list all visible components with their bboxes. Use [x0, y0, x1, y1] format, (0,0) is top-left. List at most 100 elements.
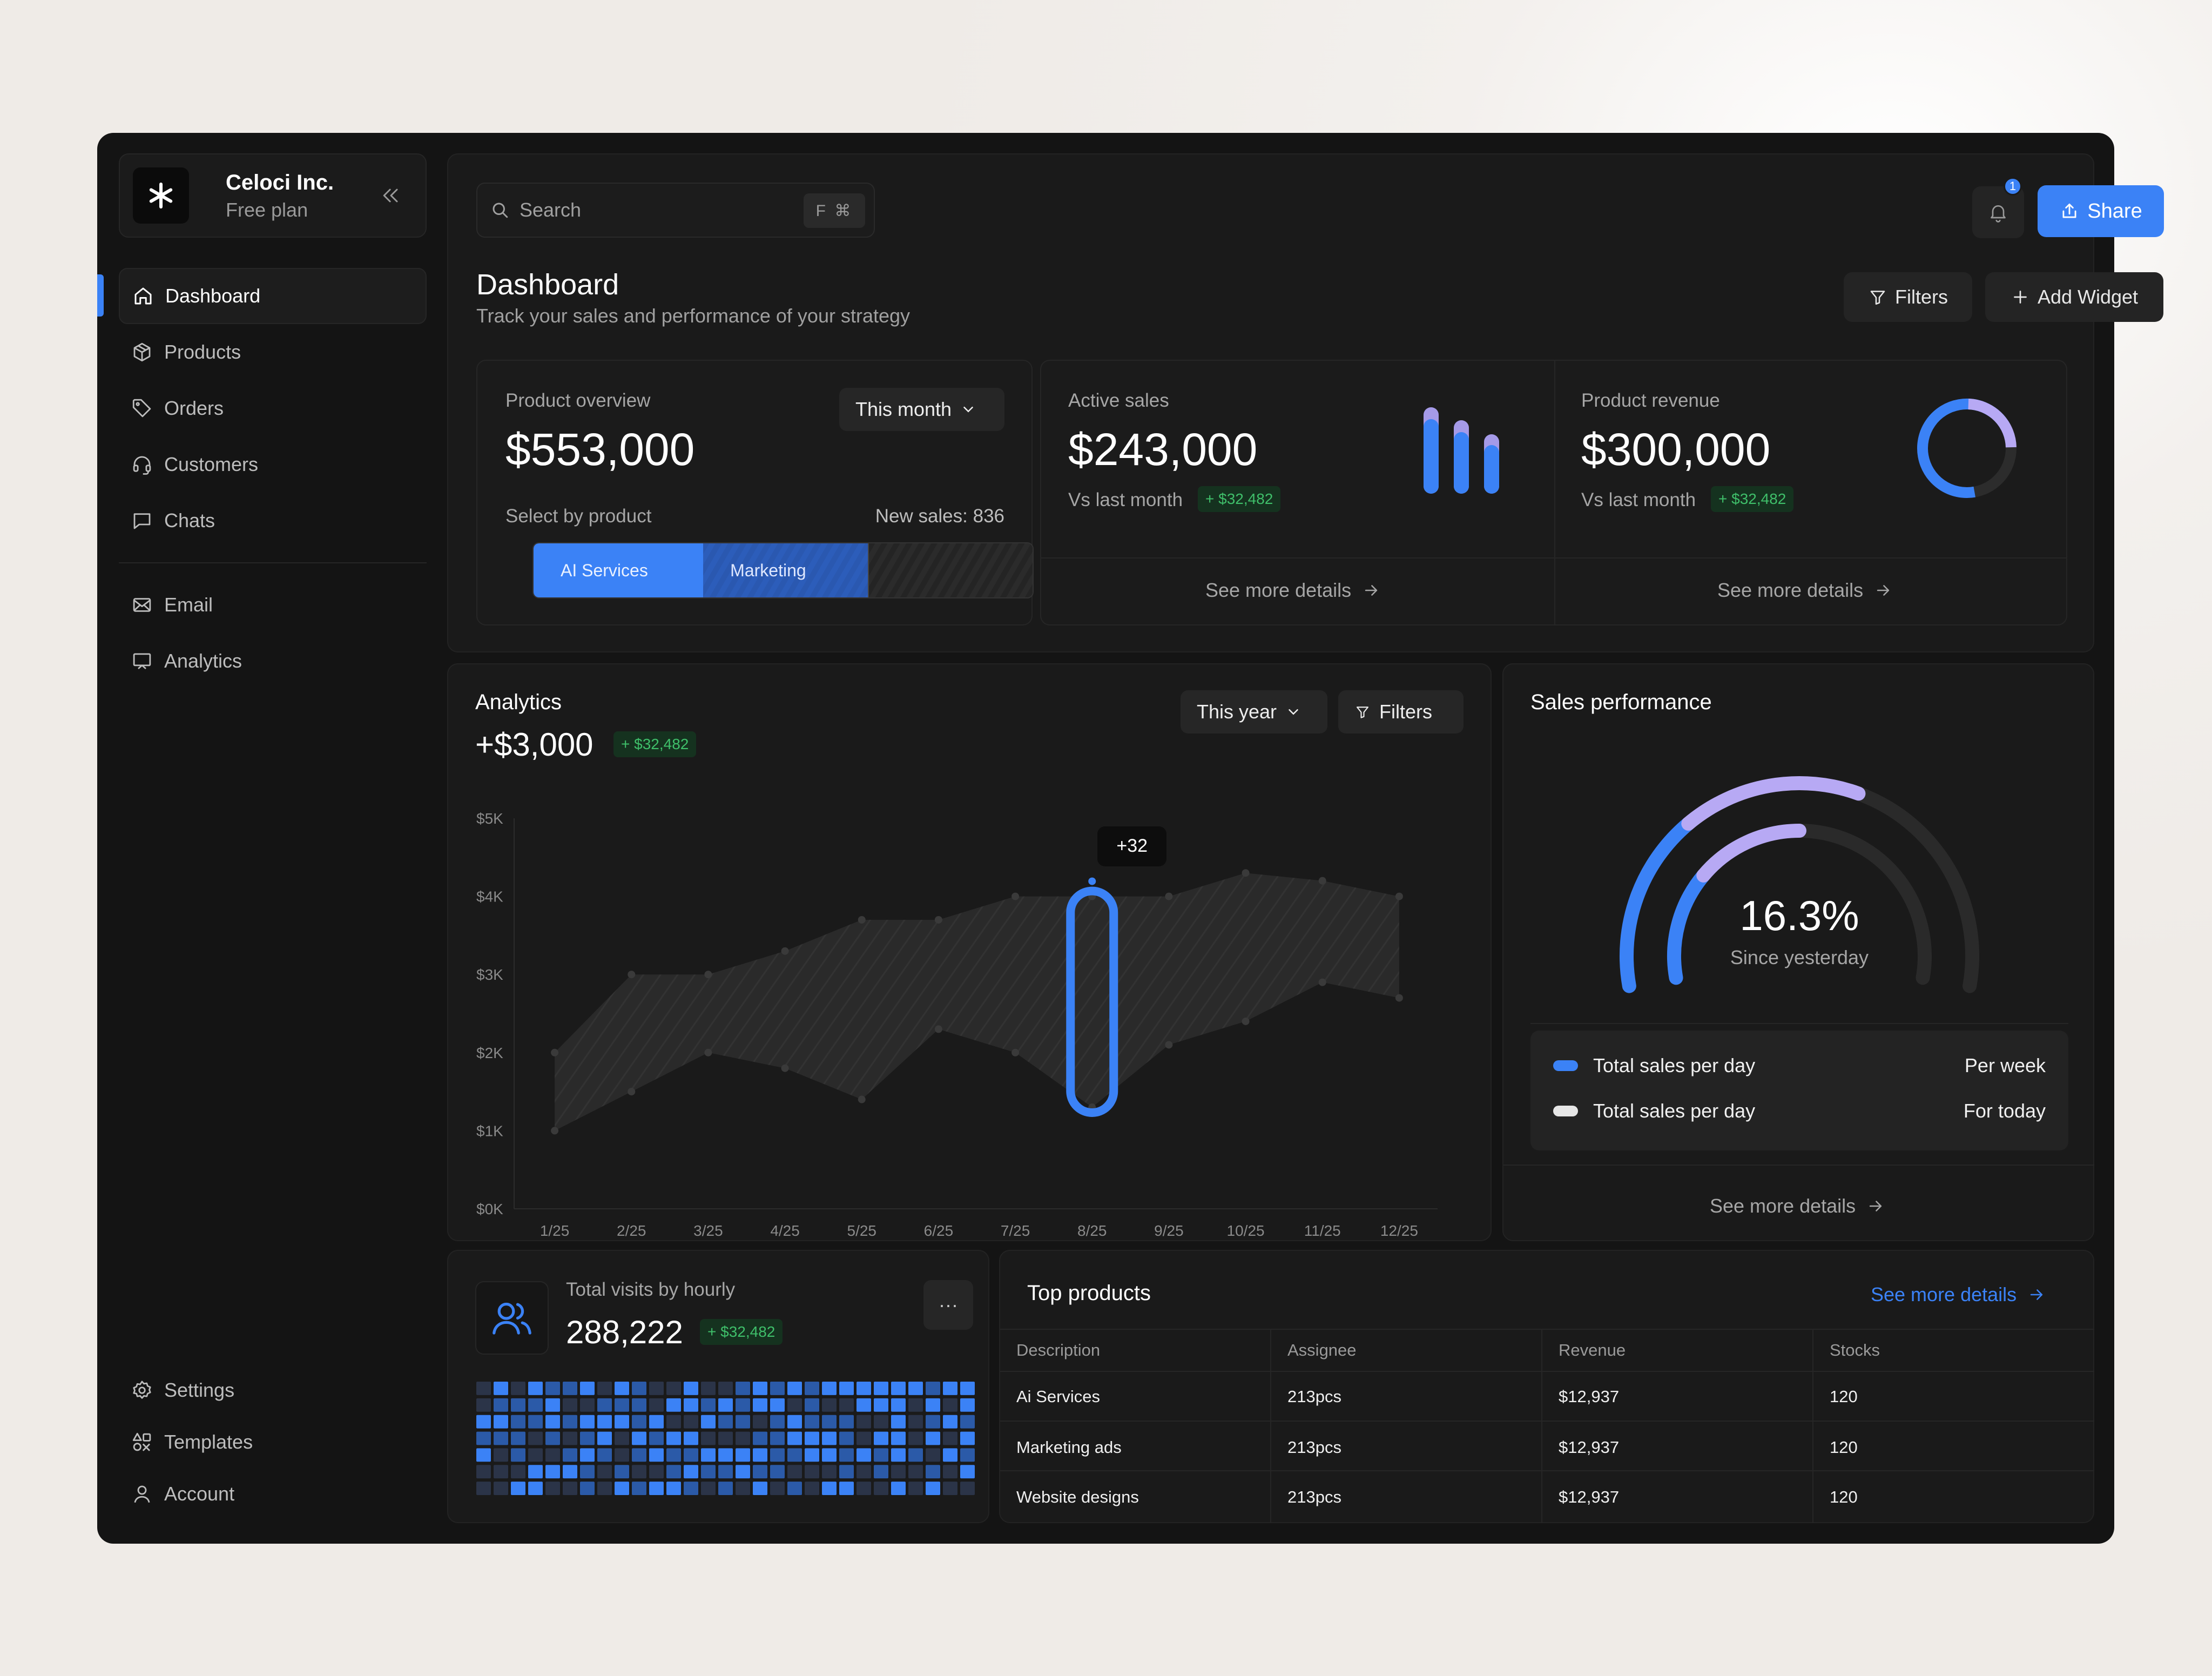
active-sales-label: Active sales	[1068, 390, 1169, 411]
heatmap-cell	[718, 1398, 733, 1412]
heatmap-cell	[494, 1382, 508, 1395]
heatmap-cell	[649, 1415, 664, 1429]
active-nav-indicator	[97, 274, 104, 317]
cell-revenue: $12,937	[1559, 1487, 1620, 1506]
user-icon	[134, 1485, 150, 1503]
heatmap-cell	[666, 1415, 681, 1429]
column-header-assignee: Assignee	[1287, 1341, 1357, 1359]
heatmap-cell	[822, 1448, 837, 1462]
heatmap-cell	[753, 1415, 767, 1429]
analytics-filters-button[interactable]: Filters	[1338, 690, 1464, 733]
heatmap-cell	[943, 1398, 957, 1412]
cell-stocks: 120	[1830, 1438, 1858, 1457]
add-widget-button[interactable]: Add Widget	[1985, 272, 2163, 322]
heatmap-cell	[736, 1465, 750, 1479]
performance-see-more[interactable]: See more details	[1710, 1195, 1885, 1217]
period-dropdown[interactable]: This month	[839, 388, 1004, 431]
org-switcher[interactable]: Celoci Inc. Free plan	[119, 153, 427, 238]
sidebar-item-dashboard[interactable]: Dashboard	[119, 268, 427, 324]
box-icon	[133, 342, 151, 362]
heatmap-cell	[476, 1382, 491, 1395]
heatmap-cell	[476, 1415, 491, 1429]
highlight-capsule[interactable]	[1066, 886, 1118, 1118]
app-window: Celoci Inc. Free plan Dashboard Products…	[97, 133, 2164, 1544]
cell-stocks: 120	[1830, 1487, 1858, 1506]
heatmap-cell	[857, 1431, 871, 1445]
heatmap-cell	[597, 1415, 612, 1429]
search-input[interactable]: Search F ⌘	[476, 183, 875, 238]
card-divider	[1554, 361, 1555, 625]
active-sales-see-more[interactable]: See more details	[1205, 579, 1380, 602]
y-tick-label: $4K	[476, 889, 503, 905]
series-1-point	[1242, 869, 1250, 877]
heatmap-cell	[701, 1482, 716, 1495]
sidebar-divider	[119, 562, 427, 563]
heatmap-cell	[632, 1415, 646, 1429]
heatmap-cell	[718, 1382, 733, 1395]
sidebar-item-account[interactable]: Account	[119, 1468, 427, 1520]
collapse-sidebar-icon[interactable]	[379, 184, 403, 207]
legend-value: For today	[1963, 1100, 2046, 1122]
heatmap-cell	[874, 1415, 888, 1429]
active-sales-delta: + $32,482	[1198, 486, 1281, 512]
heatmap-cell	[822, 1415, 837, 1429]
heatmap-cell	[822, 1382, 837, 1395]
segment-label: AI Services	[561, 560, 648, 580]
sidebar-item-analytics[interactable]: Analytics	[119, 633, 427, 689]
see-more-label: See more details	[1717, 579, 1864, 601]
filters-button[interactable]: Filters	[1844, 272, 1972, 322]
sidebar-item-settings[interactable]: Settings	[119, 1364, 427, 1416]
analytics-delta: + $32,482	[613, 731, 697, 757]
top-products-see-more[interactable]: See more details	[1871, 1283, 2046, 1306]
sidebar-item-email[interactable]: Email	[119, 577, 427, 633]
plus-icon	[2014, 291, 2027, 304]
heatmap-cell	[960, 1482, 975, 1495]
revenue-see-more[interactable]: See more details	[1717, 579, 1892, 602]
share-button[interactable]: Share	[2038, 185, 2164, 237]
bell-icon	[1991, 205, 2006, 223]
more-menu-button[interactable]: ···	[923, 1280, 973, 1330]
overview-panel: Search F ⌘ 1 Share Dashboard Track your …	[447, 153, 2164, 652]
presentation-icon	[133, 653, 151, 670]
arrow-right-icon	[1365, 585, 1378, 596]
heatmap-cell	[511, 1415, 525, 1429]
heatmap-cell	[857, 1482, 871, 1495]
segment-marketing[interactable]: Marketing	[703, 543, 868, 597]
heatmap-cell	[770, 1398, 785, 1412]
heatmap-cell	[908, 1415, 923, 1429]
heatmap-cell	[615, 1482, 629, 1495]
segment-ai-services[interactable]: AI Services	[534, 543, 704, 597]
heatmap-cell	[960, 1448, 975, 1462]
heatmap-cell	[770, 1465, 785, 1479]
heatmap-cell	[718, 1448, 733, 1462]
heatmap-cell	[580, 1482, 595, 1495]
sidebar-item-templates[interactable]: Templates	[119, 1416, 427, 1468]
heatmap-cell	[511, 1398, 525, 1412]
column-header-stocks: Stocks	[1830, 1341, 1880, 1359]
x-tick-label: 5/25	[847, 1222, 877, 1239]
heatmap-cell	[926, 1448, 940, 1462]
analytics-period-dropdown[interactable]: This year	[1181, 690, 1327, 733]
sidebar-item-chats[interactable]: Chats	[119, 493, 427, 549]
period-label: This month	[855, 398, 952, 420]
sidebar-item-customers[interactable]: Customers	[119, 436, 427, 493]
gauge-inner-lavender-arc	[1696, 824, 1806, 883]
heatmap-cell	[597, 1482, 612, 1495]
asterisk-logo-icon	[133, 167, 189, 224]
heatmap-cell	[926, 1465, 940, 1479]
heatmap-cell	[943, 1431, 957, 1445]
heatmap-cell	[684, 1431, 698, 1445]
sidebar-item-products[interactable]: Products	[119, 324, 427, 380]
series-1-point	[781, 947, 789, 955]
heatmap-cell	[839, 1415, 854, 1429]
visits-heatmap	[476, 1382, 975, 1495]
heatmap-cell	[615, 1465, 629, 1479]
see-more-label: See more details	[1710, 1195, 1856, 1217]
heatmap-cell	[822, 1482, 837, 1495]
sidebar-item-orders[interactable]: Orders	[119, 380, 427, 436]
heatmap-cell	[891, 1482, 906, 1495]
search-icon	[493, 203, 508, 218]
cell-assignee: 213pcs	[1287, 1487, 1341, 1506]
y-tick-label: $5K	[476, 810, 503, 827]
share-icon	[2062, 203, 2076, 218]
